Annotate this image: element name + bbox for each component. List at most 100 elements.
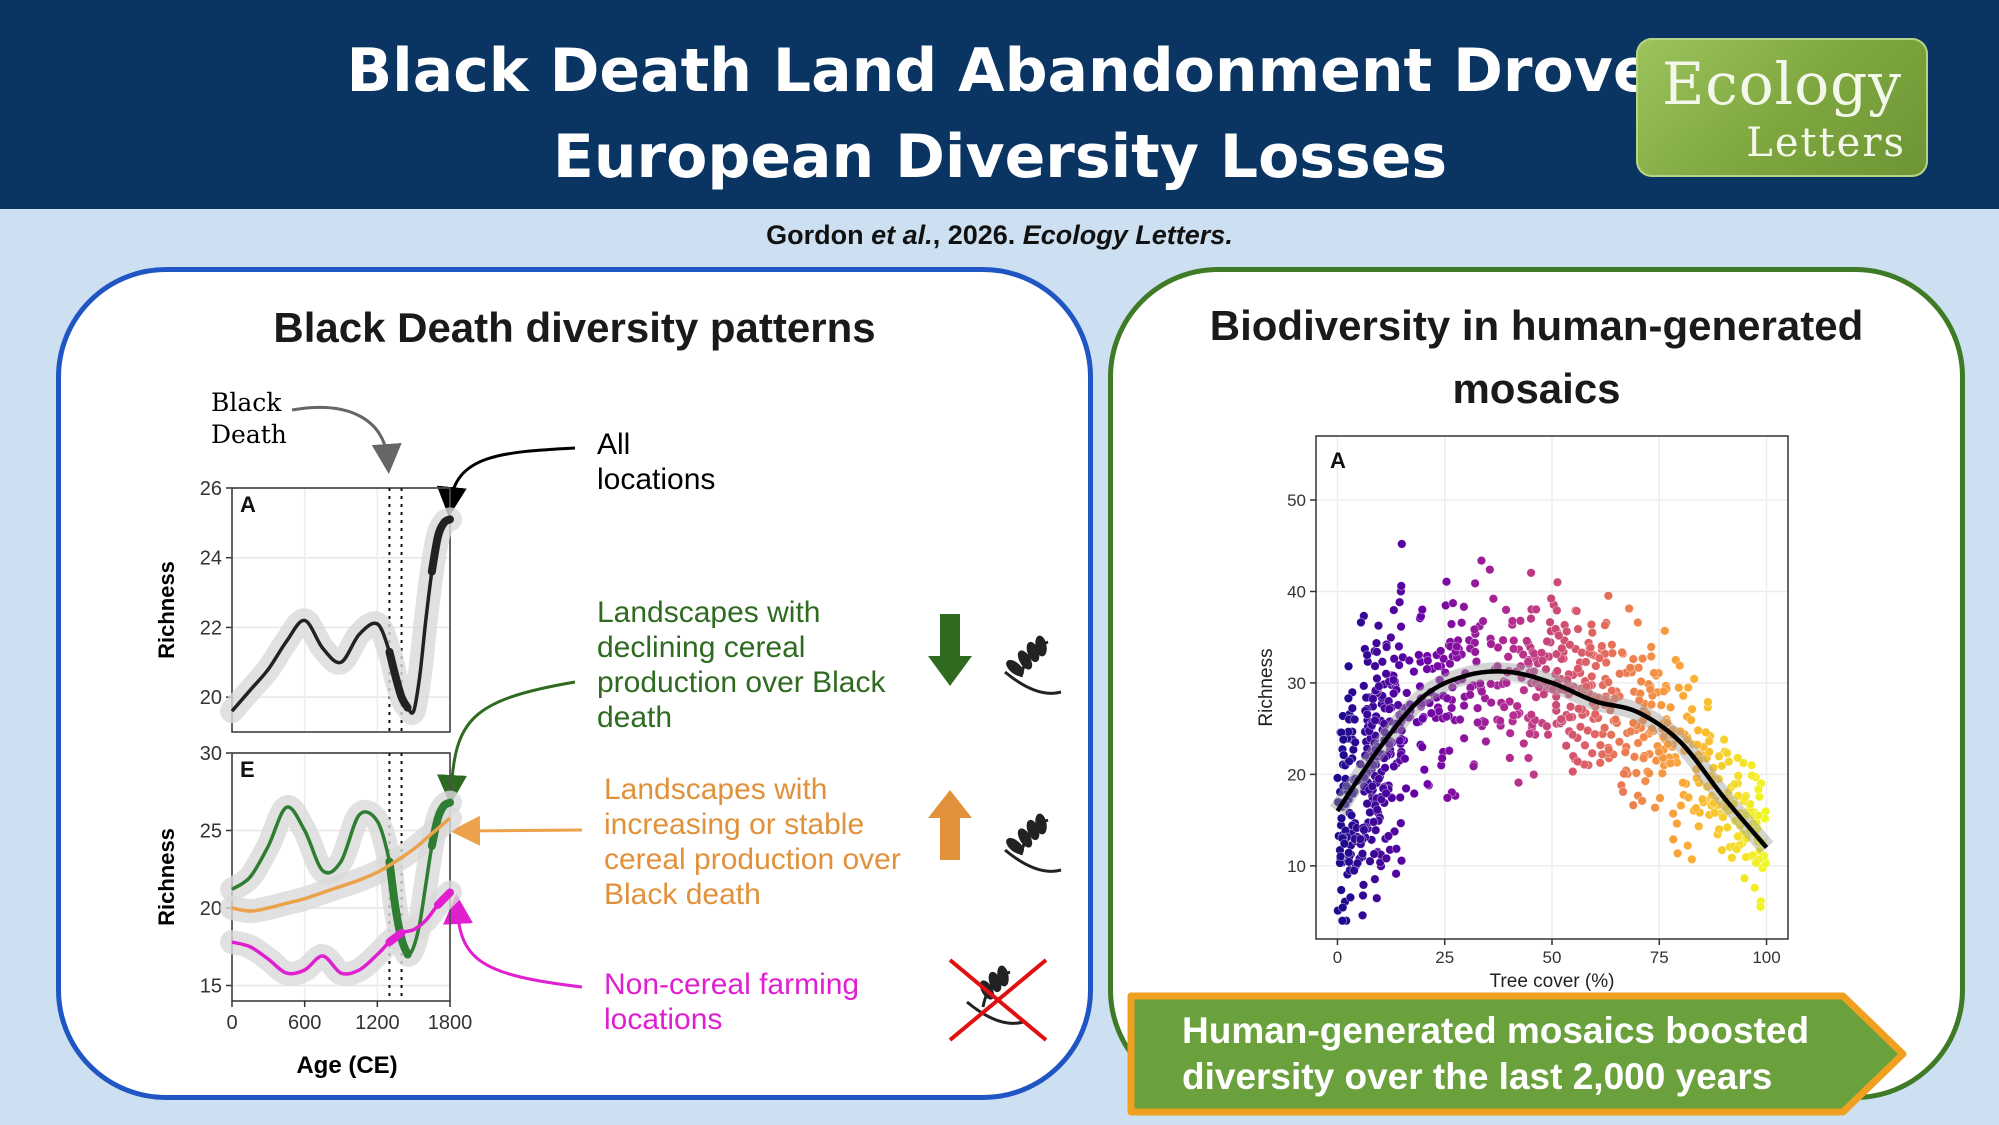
- scatter-point: [1703, 697, 1713, 707]
- scatter-point: [1388, 675, 1399, 685]
- scatter-point: [1359, 825, 1369, 835]
- scatter-point: [1601, 657, 1611, 668]
- noncereal-label: Non-cereal farming locations: [604, 967, 859, 1037]
- scatter-point: [1370, 661, 1380, 671]
- scatter-point: [1433, 661, 1443, 671]
- scatter-point: [1442, 793, 1453, 803]
- scatter-point: [1495, 716, 1505, 726]
- scatter-point: [1440, 668, 1450, 678]
- scatter-point: [1634, 663, 1644, 673]
- y-tick-label: 30: [200, 743, 222, 765]
- scatter-point: [1374, 774, 1384, 784]
- scatter-point: [1595, 740, 1606, 750]
- scatter-point: [1552, 577, 1563, 587]
- scatter-point: [1396, 581, 1406, 591]
- scatter-point: [1389, 826, 1400, 837]
- scatter-point: [1619, 769, 1629, 779]
- scatter-point: [1657, 768, 1667, 778]
- scatter-point: [1526, 614, 1536, 624]
- no-wheat-icon: [948, 958, 1048, 1042]
- scatter-point: [1686, 715, 1696, 725]
- scatter-point: [1459, 701, 1469, 711]
- scatter-point: [1337, 916, 1347, 926]
- scatter-point: [1419, 765, 1429, 775]
- scatter-point: [1409, 788, 1419, 799]
- scatter-point: [1476, 556, 1487, 566]
- y-tick-label: 40: [1287, 582, 1306, 601]
- scatter-point: [1389, 761, 1399, 772]
- scatter-point: [1676, 800, 1686, 811]
- scatter-point: [1714, 824, 1724, 834]
- scatter-point: [1468, 761, 1479, 771]
- scatter-point: [1441, 577, 1452, 587]
- scatter-point: [1561, 741, 1571, 751]
- scatter-point: [1397, 725, 1407, 736]
- scatter-point: [1336, 813, 1347, 823]
- scatter-point: [1386, 632, 1396, 643]
- right-panel-title: Biodiversity in human-generated mosaics: [1108, 294, 1965, 420]
- scatter-point: [1678, 691, 1688, 701]
- scatter-point: [1477, 686, 1487, 697]
- scatter-point: [1383, 831, 1394, 841]
- scatter-point: [1360, 750, 1370, 761]
- x-tick-label: 25: [1435, 948, 1454, 967]
- scatter-point: [1518, 650, 1528, 660]
- scatter-point: [1587, 671, 1597, 682]
- scatter-point: [1739, 873, 1750, 883]
- declining-line-2: declining cereal: [597, 631, 806, 664]
- scatter-point: [1372, 673, 1382, 684]
- scatter-point: [1722, 748, 1732, 758]
- y-axis-label: Richness: [1256, 648, 1277, 726]
- scatter-point: [1371, 825, 1381, 835]
- scatter-point: [1384, 704, 1394, 714]
- scatter-point: [1624, 603, 1634, 614]
- scatter-point: [1660, 626, 1670, 636]
- right-title-line1: Biodiversity in human-generated: [1209, 302, 1864, 349]
- scatter-point: [1552, 605, 1562, 616]
- scatter-point: [1722, 822, 1732, 833]
- scatter-point: [1646, 642, 1656, 652]
- scatter-point: [1717, 845, 1727, 855]
- scatter-point: [1501, 605, 1511, 615]
- scatter-point: [1422, 664, 1432, 674]
- scatter-point: [1663, 739, 1673, 749]
- scatter-point: [1338, 902, 1348, 913]
- scatter-point: [1692, 773, 1702, 783]
- scatter-point: [1628, 718, 1638, 728]
- citation-etal: et al.: [871, 220, 933, 250]
- y-tick-label: 26: [200, 478, 222, 500]
- scatter-point: [1618, 787, 1628, 797]
- scatter-point: [1586, 619, 1597, 630]
- scatter-point: [1339, 839, 1349, 849]
- scatter-point: [1424, 698, 1435, 708]
- scatter-point: [1396, 856, 1407, 866]
- scatter-point: [1508, 710, 1518, 721]
- scatter-point: [1373, 621, 1384, 631]
- scatter-point: [1365, 856, 1375, 866]
- scatter-point: [1523, 753, 1534, 763]
- scatter-point: [1573, 624, 1583, 634]
- scatter-point: [1704, 736, 1714, 746]
- scatter-point: [1349, 865, 1359, 876]
- scatter-point: [1678, 778, 1688, 788]
- x-tick-label: 1800: [428, 1012, 473, 1034]
- scatter-point: [1633, 617, 1643, 628]
- scatter-point: [1597, 749, 1607, 759]
- scatter-point: [1447, 682, 1458, 692]
- scatter-point: [1689, 674, 1699, 684]
- series-significant-2: [385, 928, 406, 947]
- scatter-point: [1637, 653, 1648, 664]
- scatter-point: [1542, 636, 1552, 646]
- scatter-point: [1620, 747, 1630, 757]
- scatter-point: [1357, 849, 1368, 859]
- scatter-point: [1656, 700, 1666, 710]
- scatter-point: [1597, 641, 1607, 651]
- scatter-point: [1733, 831, 1743, 842]
- scatter-point: [1355, 759, 1365, 769]
- scatter-point: [1346, 810, 1357, 820]
- plot-frame: [231, 487, 451, 733]
- scatter-point: [1400, 754, 1410, 764]
- scatter-point: [1539, 689, 1549, 699]
- scatter-point: [1336, 885, 1346, 895]
- scatter-point: [1628, 800, 1638, 810]
